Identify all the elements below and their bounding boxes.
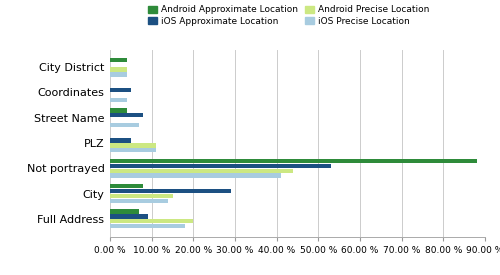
Bar (110, 72, 126, 76)
Bar (110, 199, 168, 203)
Bar (110, 58, 126, 62)
Bar (110, 98, 126, 102)
Bar (110, 214, 148, 219)
Bar (110, 123, 139, 127)
Legend: Android Approximate Location, iOS Approximate Location, Android Precise Location: Android Approximate Location, iOS Approx… (144, 2, 433, 30)
Bar (110, 169, 294, 173)
Bar (110, 219, 194, 223)
Bar (110, 224, 185, 228)
Bar (110, 138, 131, 143)
Bar (110, 88, 131, 92)
Bar (110, 148, 156, 152)
Bar (110, 210, 139, 214)
Bar (110, 194, 172, 198)
Bar (110, 189, 231, 193)
Bar (110, 108, 126, 113)
Bar (110, 184, 144, 188)
Bar (110, 159, 476, 163)
Bar (110, 67, 126, 72)
Bar (110, 143, 156, 148)
Bar (110, 173, 281, 178)
Bar (110, 164, 331, 168)
Bar (110, 113, 144, 117)
